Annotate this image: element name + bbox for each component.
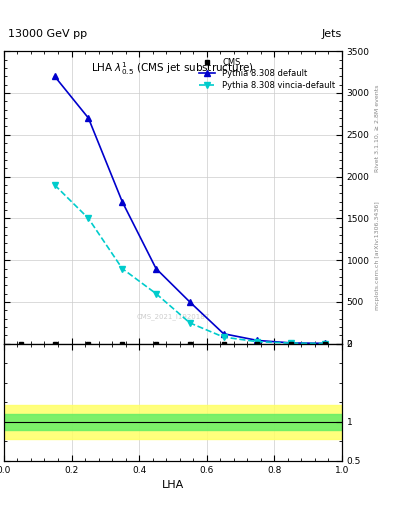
Pythia 8.308 vincia-default [323, 340, 327, 347]
Pythia 8.308 vincia-default [86, 216, 91, 222]
Bar [4, 404, 342, 439]
Line: Pythia 8.308 vincia-default: Pythia 8.308 vincia-default [51, 181, 329, 347]
Legend: CMS, Pythia 8.308 default, Pythia 8.308 vincia-default: CMS, Pythia 8.308 default, Pythia 8.308 … [196, 55, 338, 92]
CMS [187, 340, 192, 347]
CMS [323, 340, 327, 347]
Pythia 8.308 default [221, 331, 226, 337]
Pythia 8.308 vincia-default [289, 340, 294, 346]
CMS [120, 340, 125, 347]
Pythia 8.308 vincia-default [120, 265, 125, 271]
X-axis label: LHA: LHA [162, 480, 184, 490]
CMS [221, 340, 226, 347]
CMS [18, 340, 23, 347]
Pythia 8.308 default [52, 73, 57, 79]
Pythia 8.308 default [187, 299, 192, 305]
Pythia 8.308 vincia-default [221, 334, 226, 340]
Text: Jets: Jets [321, 29, 342, 39]
Pythia 8.308 default [323, 340, 327, 347]
Pythia 8.308 default [86, 115, 91, 121]
Line: Pythia 8.308 default: Pythia 8.308 default [51, 73, 329, 347]
Text: LHA $\lambda^{1}_{0.5}$ (CMS jet substructure): LHA $\lambda^{1}_{0.5}$ (CMS jet substru… [92, 60, 254, 77]
Text: CMS_2021_I1920187: CMS_2021_I1920187 [136, 314, 209, 321]
Text: mcplots.cern.ch [arXiv:1306.3436]: mcplots.cern.ch [arXiv:1306.3436] [375, 202, 380, 310]
CMS [52, 340, 57, 347]
Text: 13000 GeV pp: 13000 GeV pp [8, 29, 87, 39]
CMS [289, 340, 294, 347]
Text: Rivet 3.1.10, ≥ 2.8M events: Rivet 3.1.10, ≥ 2.8M events [375, 84, 380, 172]
Pythia 8.308 vincia-default [187, 320, 192, 326]
CMS [86, 340, 91, 347]
Pythia 8.308 default [255, 337, 260, 344]
Line: CMS: CMS [18, 342, 327, 346]
Pythia 8.308 default [120, 199, 125, 205]
Bar [4, 414, 342, 430]
Pythia 8.308 vincia-default [52, 182, 57, 188]
Pythia 8.308 default [289, 340, 294, 346]
CMS [154, 340, 158, 347]
Pythia 8.308 vincia-default [154, 290, 158, 296]
CMS [255, 340, 260, 347]
Pythia 8.308 vincia-default [255, 338, 260, 345]
Pythia 8.308 default [154, 265, 158, 271]
